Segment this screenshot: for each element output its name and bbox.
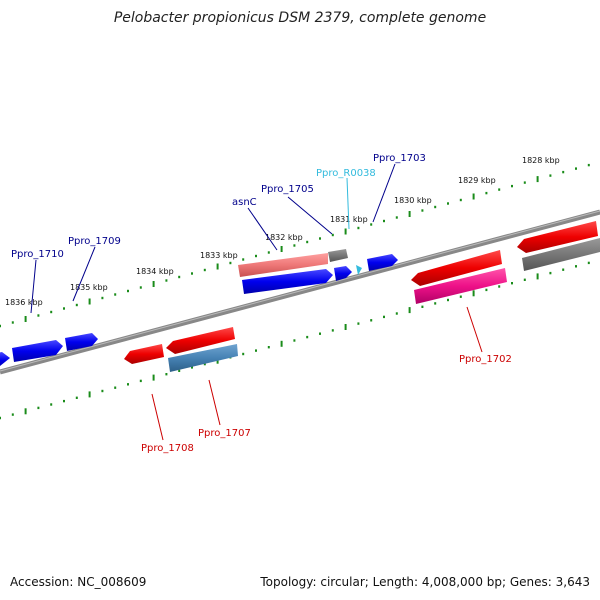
- accession-label: Accession: NC_008609: [10, 575, 147, 589]
- gene-label[interactable]: Ppro_1708: [141, 443, 194, 454]
- tick-label: 1828 kbp: [522, 156, 560, 165]
- gene-feature[interactable]: [168, 344, 238, 372]
- tick-label: 1834 kbp: [136, 267, 174, 276]
- gene-feature[interactable]: [0, 352, 10, 368]
- gene-label[interactable]: Ppro_1707: [198, 428, 251, 439]
- tick-label: 1835 kbp: [70, 283, 108, 292]
- gene-feature[interactable]: [522, 238, 600, 271]
- tick-label: 1833 kbp: [200, 251, 238, 260]
- tick-label: 1832 kbp: [265, 233, 303, 242]
- gene-label[interactable]: Ppro_1709: [68, 236, 121, 247]
- gene-feature[interactable]: [166, 327, 235, 354]
- gene-feature[interactable]: [65, 333, 98, 351]
- gene-feature[interactable]: [356, 265, 362, 275]
- scale-ticks-lower: [0, 261, 590, 420]
- gene-label[interactable]: Ppro_1702: [459, 354, 512, 365]
- gene-label[interactable]: Ppro_1710: [11, 249, 64, 260]
- gene-labels: Ppro_1703 Ppro_R0038 Ppro_1705 asnC Ppro…: [11, 153, 512, 454]
- scale-ticks-upper: [0, 163, 590, 328]
- gene-feature[interactable]: [124, 344, 164, 364]
- gene-feature[interactable]: [334, 266, 352, 281]
- gene-feature[interactable]: [12, 340, 63, 362]
- tick-label: 1836 kbp: [5, 298, 43, 307]
- reverse-genes: [124, 221, 600, 372]
- gene-feature[interactable]: [328, 249, 348, 262]
- label-leaders: [30, 163, 483, 441]
- gene-label[interactable]: Ppro_1705: [261, 184, 314, 195]
- gene-feature[interactable]: [414, 268, 507, 304]
- gene-feature[interactable]: [411, 250, 502, 286]
- gene-feature[interactable]: [367, 254, 398, 271]
- tick-label: 1829 kbp: [458, 176, 496, 185]
- genome-backbone: [0, 209, 600, 375]
- genome-backbone-highlight: [0, 210, 600, 372]
- forward-genes: [0, 249, 398, 368]
- page-title: Pelobacter propionicus DSM 2379, complet…: [113, 10, 487, 26]
- gene-feature[interactable]: [242, 269, 333, 294]
- gene-label[interactable]: asnC: [232, 197, 257, 208]
- tick-label: 1830 kbp: [394, 196, 432, 205]
- gene-feature[interactable]: [517, 221, 598, 253]
- genome-stats-label: Topology: circular; Length: 4,008,000 bp…: [260, 575, 590, 589]
- gene-label[interactable]: Ppro_1703: [373, 153, 426, 164]
- gene-label[interactable]: Ppro_R0038: [316, 168, 376, 179]
- gene-feature[interactable]: [238, 253, 328, 277]
